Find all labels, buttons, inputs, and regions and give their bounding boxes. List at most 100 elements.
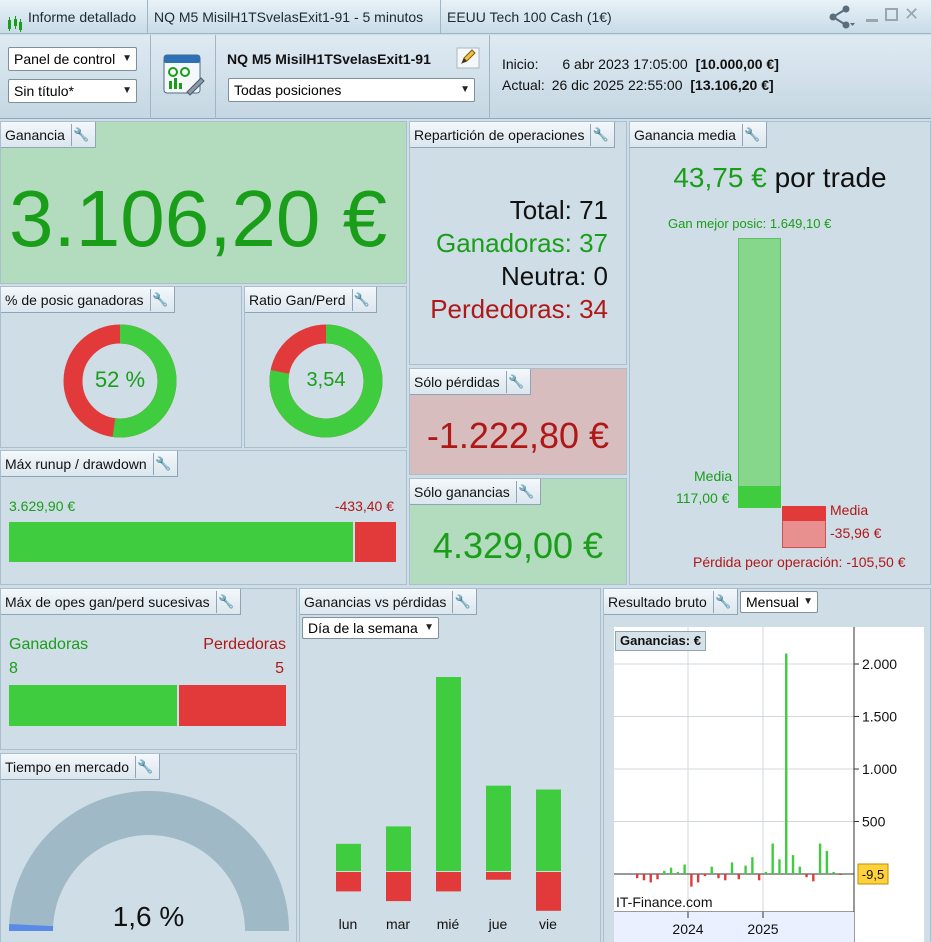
candlestick-icon <box>6 10 24 33</box>
bruto-bar <box>649 874 652 883</box>
wrench-icon[interactable]: 🔧 <box>215 590 236 613</box>
close-icon[interactable]: ✕ <box>904 4 920 24</box>
solo-perdidas-tab: Sólo pérdidas 🔧 <box>410 369 531 395</box>
ratio-donut <box>269 324 383 438</box>
bruto-y-tick-label: 2.000 <box>862 656 897 672</box>
reparticion-panel: Repartición de operaciones 🔧 Total: 71 Ga… <box>409 121 627 365</box>
share-icon[interactable] <box>826 4 856 35</box>
ganancia-media-title: Ganancia media <box>634 126 736 143</box>
panel-select-value: Panel de control <box>14 51 116 67</box>
gvp-tab: Ganancias vs pérdidas 🔧 <box>300 589 478 615</box>
wrench-icon[interactable]: 🔧 <box>134 755 155 778</box>
drawdown-value: -433,40 € <box>334 498 394 514</box>
sucesivas-win-value: 8 <box>9 660 18 677</box>
bruto-bar <box>663 870 666 874</box>
wrench-icon[interactable]: 🔧 <box>149 288 170 311</box>
bruto-chart-area <box>614 627 924 942</box>
wrench-icon[interactable]: 🔧 <box>741 123 762 146</box>
bruto-bar <box>744 865 747 874</box>
gvp-select-value: Día de la semana <box>308 620 418 636</box>
gvp-loss-bar <box>436 872 461 892</box>
bruto-last-value: -9,5 <box>862 867 884 882</box>
bruto-select[interactable]: Mensual ▼ <box>740 591 818 613</box>
solo-perdidas-title: Sólo pérdidas <box>414 373 500 390</box>
gvp-loss-bar <box>336 872 361 892</box>
chevron-down-icon: ▼ <box>122 85 132 96</box>
bruto-bar <box>805 874 808 878</box>
wrench-icon[interactable]: 🔧 <box>70 123 91 146</box>
title-bar: Informe detallado NQ M5 MisilH1TSvelasEx… <box>0 0 931 34</box>
ganancia-title: Ganancia <box>5 126 65 143</box>
pct-ganadoras-donut <box>63 324 177 438</box>
start-date: 6 abr 2023 17:05:00 <box>562 56 688 72</box>
positions-select[interactable]: Todas posiciones ▼ <box>228 78 475 102</box>
sucesivas-loss-label: Perdedoras <box>203 636 286 653</box>
strategy-tab[interactable]: NQ M5 MisilH1TSvelasExit1-91 - 5 minutos <box>148 0 441 34</box>
bruto-bar <box>703 874 707 877</box>
sucesivas-loss-bar <box>179 685 286 726</box>
bruto-legend: Ganancias: € <box>615 631 706 651</box>
gvp-day-label: mié <box>437 916 460 932</box>
title-select[interactable]: Sin título* ▼ <box>8 79 137 103</box>
media-win-bar <box>738 486 781 508</box>
gvp-gain-bar <box>336 843 361 871</box>
runup-tab: Máx runup / drawdown 🔧 <box>1 451 178 477</box>
panel-select[interactable]: Panel de control ▼ <box>8 47 137 71</box>
wrench-icon[interactable]: 🔧 <box>515 480 536 503</box>
wrench-icon[interactable]: 🔧 <box>712 590 733 613</box>
start-row: Inicio: 6 abr 2023 17:05:00 [10.000,00 €… <box>502 56 779 72</box>
instrument-tab[interactable]: EEUU Tech 100 Cash (1€) <box>447 9 612 25</box>
wrench-icon[interactable]: 🔧 <box>152 452 173 475</box>
strategy-name: NQ M5 MisilH1TSvelasExit1-91 <box>227 51 431 67</box>
gvp-chart: lun mar mié jue vie <box>336 677 561 932</box>
ganancia-value: 3.106,20 € <box>9 174 388 263</box>
bruto-bar <box>764 871 768 874</box>
bruto-bar <box>785 653 788 874</box>
bruto-bar <box>717 874 720 879</box>
ganancia-media-headline: 43,75 € por trade <box>630 162 930 194</box>
ganancia-panel: Ganancia 🔧 3.106,20 € <box>0 121 407 284</box>
media-win-value: 117,00 € <box>676 490 730 506</box>
total-value: 71 <box>579 195 608 225</box>
neutral-label: Neutra: <box>501 261 587 291</box>
best-position-label: Gan mejor posic: 1.649,10 € <box>668 216 832 231</box>
bruto-panel: Resultado bruto 🔧 Mensual ▼ 2.000 1.500 1.00… <box>603 588 931 942</box>
worst-operation-label: Pérdida peor operación: -105,50 € <box>693 554 906 570</box>
gvp-select[interactable]: Día de la semana ▼ <box>302 617 439 639</box>
bruto-bar <box>710 866 713 874</box>
runup-bar <box>9 522 353 562</box>
bruto-bar <box>683 864 686 874</box>
reparticion-title: Repartición de operaciones <box>414 126 585 143</box>
report-tab[interactable]: Informe detallado <box>0 0 148 34</box>
maximize-icon[interactable] <box>885 8 898 21</box>
wrench-icon[interactable]: 🔧 <box>590 123 610 146</box>
bruto-x-band <box>614 912 854 942</box>
bruto-bar <box>636 874 639 879</box>
media-loss-value: -35,96 € <box>830 525 882 541</box>
bruto-bar <box>690 874 693 887</box>
gvp-title: Ganancias vs pérdidas <box>304 593 447 610</box>
media-loss-bar <box>782 506 826 521</box>
bruto-y-tick-label: 1.000 <box>862 761 897 777</box>
wrench-icon[interactable]: 🔧 <box>505 370 526 393</box>
bruto-last-value-box <box>857 863 889 885</box>
gvp-gain-bar <box>386 826 411 871</box>
gvp-gain-bar <box>436 677 461 871</box>
neutral-value: 0 <box>593 261 608 291</box>
wrench-icon[interactable]: 🔧 <box>351 288 372 311</box>
bruto-bar <box>757 874 761 881</box>
edit-pencil-icon[interactable] <box>456 47 480 69</box>
pct-ganadoras-title: % de posic ganadoras <box>5 291 144 308</box>
toolbar: Panel de control ▼ Sin título* ▼ NQ M5 Mis… <box>0 35 931 119</box>
pct-ganadoras-panel: % de posic ganadoras 🔧 52 % <box>0 286 242 448</box>
loss-value: 34 <box>579 294 608 324</box>
tiempo-tab: Tiempo en mercado 🔧 <box>1 754 160 780</box>
minimize-icon[interactable] <box>866 8 878 24</box>
neutral-row: Neutra: 0 <box>430 260 608 293</box>
settings-tool-icon[interactable] <box>163 52 205 96</box>
bruto-bar <box>656 874 659 880</box>
sucesivas-win-label: Ganadoras <box>9 636 89 653</box>
wrench-icon[interactable]: 🔧 <box>452 590 472 613</box>
gvp-day-label: vie <box>539 916 557 932</box>
sucesivas-loss-value: 5 <box>275 660 284 677</box>
